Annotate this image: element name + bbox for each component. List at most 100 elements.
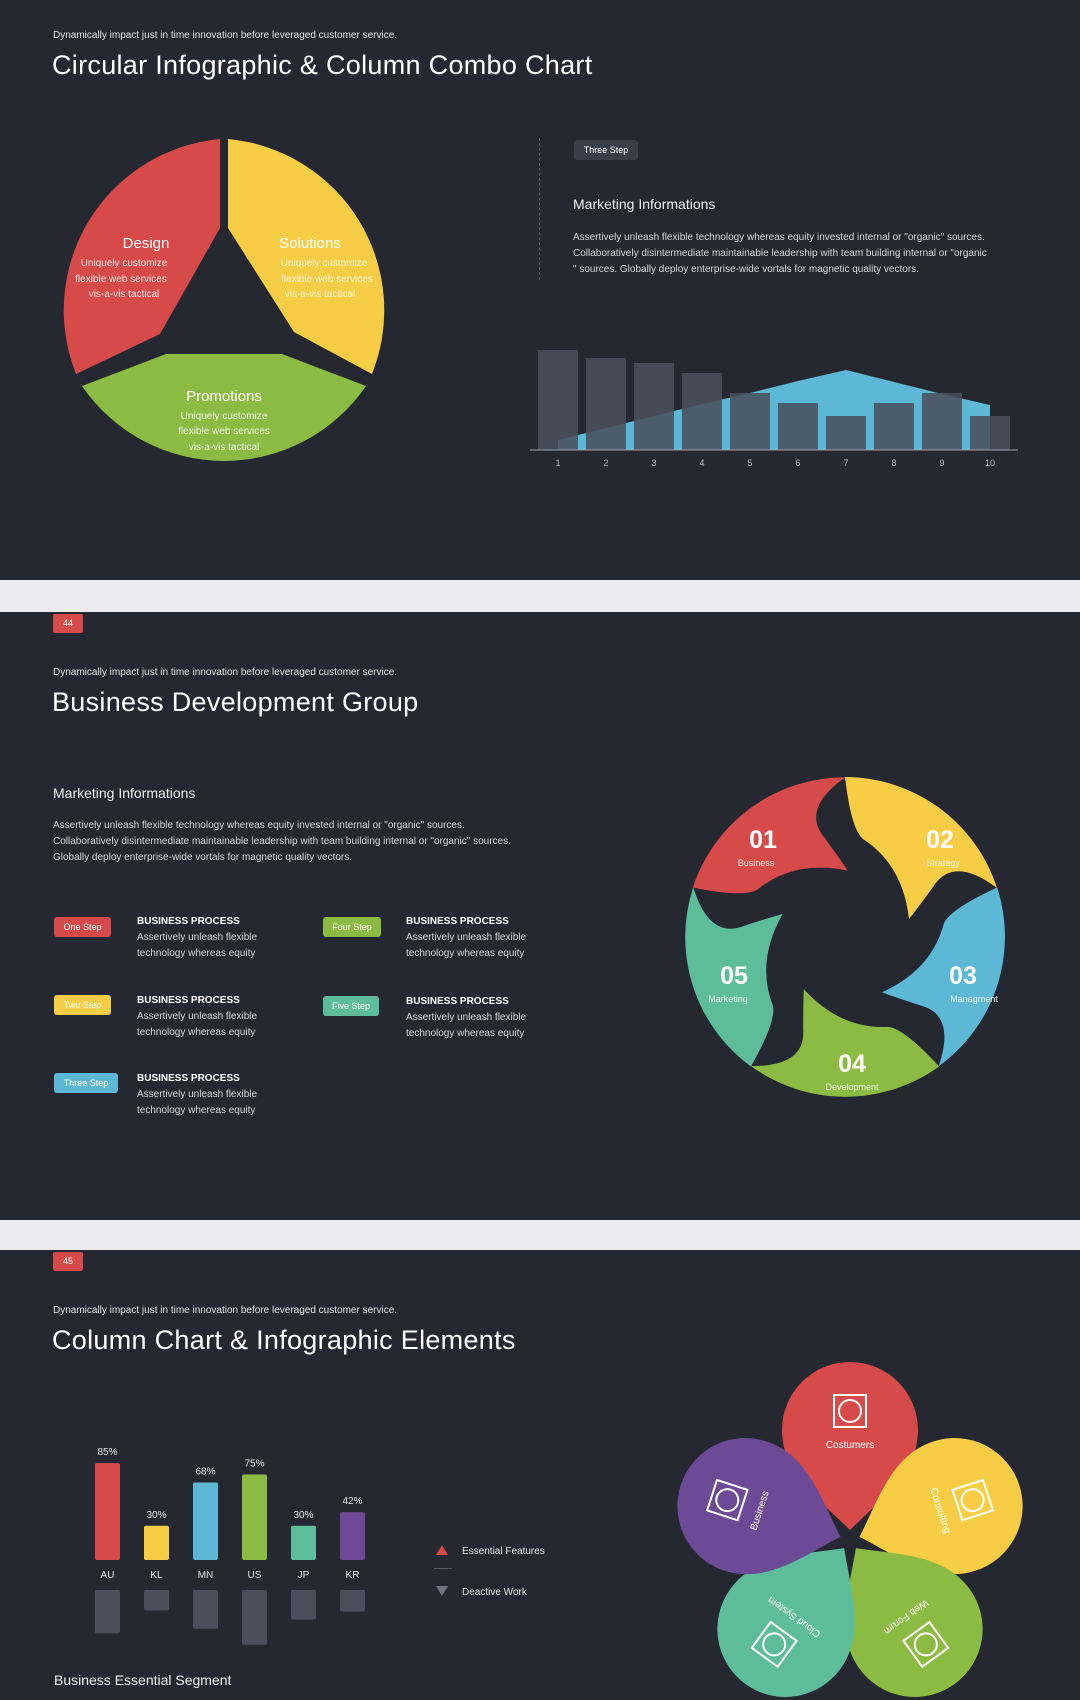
tick-label: 9 bbox=[939, 458, 944, 468]
three-step-tag[interactable]: Three Step bbox=[574, 140, 638, 160]
tick-label: 6 bbox=[795, 458, 800, 468]
bar-7 bbox=[826, 416, 866, 450]
slide-title: Business Development Group bbox=[52, 687, 419, 717]
mirror-bar-US bbox=[242, 1590, 267, 1645]
process-line: technology whereas equity bbox=[406, 948, 525, 959]
cycle-segment-05[interactable] bbox=[660, 862, 834, 1067]
process-title: BUSINESS PROCESS bbox=[406, 996, 509, 1007]
marketing-paragraph: Assertively unleash flexible technology … bbox=[573, 230, 1033, 278]
petal-cloud-system[interactable] bbox=[690, 1508, 899, 1700]
bar-JP bbox=[291, 1525, 316, 1560]
triangle-up-icon bbox=[436, 1545, 448, 1555]
category-label: AU bbox=[101, 1570, 115, 1581]
cycle-segment-01[interactable] bbox=[692, 767, 875, 931]
process-title: BUSINESS PROCESS bbox=[137, 1073, 240, 1084]
tick-label: 2 bbox=[603, 458, 608, 468]
solutions-line-2: flexible web services bbox=[281, 274, 373, 285]
cycle-number-05: 05 bbox=[720, 962, 748, 990]
cycle-number-02: 02 bbox=[926, 826, 954, 854]
tick-label: 10 bbox=[985, 458, 995, 468]
process-line: Assertively unleash flexible bbox=[406, 1012, 527, 1023]
legend-up-label: Essential Features bbox=[462, 1546, 545, 1557]
category-label: JP bbox=[298, 1570, 310, 1581]
petal-business[interactable] bbox=[660, 1420, 862, 1601]
solutions-line-1: Uniquely customize bbox=[281, 258, 368, 269]
promotions-line-2: flexible web services bbox=[178, 426, 270, 437]
paragraph-line: " sources. Globally deploy enterprise-wi… bbox=[573, 264, 919, 275]
cycle-label-04: Development bbox=[825, 1082, 879, 1092]
value-label: 75% bbox=[244, 1459, 264, 1470]
bar-9 bbox=[922, 393, 962, 450]
design-title: Design bbox=[123, 235, 170, 252]
slide-subtitle: Dynamically impact just in time innovati… bbox=[53, 30, 398, 41]
tick-label: 8 bbox=[891, 458, 896, 468]
step-tag-five[interactable]: Five Step bbox=[323, 996, 379, 1016]
process-block-four: BUSINESS PROCESS Assertively unleash fle… bbox=[406, 914, 526, 962]
step-tag-four[interactable]: Four Step bbox=[323, 917, 381, 937]
solutions-line-3: vis-a-vis tactical bbox=[285, 289, 356, 300]
category-label: KR bbox=[346, 1570, 360, 1581]
tick-label: 7 bbox=[843, 458, 848, 468]
mirror-bar-JP bbox=[291, 1590, 316, 1620]
process-title: BUSINESS PROCESS bbox=[137, 916, 240, 927]
cycle-label-03: Managment bbox=[950, 994, 998, 1004]
category-label: US bbox=[248, 1570, 262, 1581]
process-title: BUSINESS PROCESS bbox=[406, 916, 509, 927]
petal-consulting[interactable] bbox=[838, 1420, 1040, 1601]
legend-down: Deactive Work bbox=[436, 1586, 527, 1598]
process-line: technology whereas equity bbox=[406, 1028, 525, 1039]
design-line-1: Uniquely customize bbox=[81, 258, 168, 269]
bar-3 bbox=[634, 363, 674, 450]
three-segment-circle: Design Uniquely customize flexible web s… bbox=[63, 139, 385, 461]
five-step-cycle: 01 Business 02 Strategy 03 Managment 04 … bbox=[660, 767, 1030, 1127]
step-tag-two[interactable]: Two Step bbox=[54, 995, 111, 1015]
paragraph-line: Collaboratively disintermediate maintain… bbox=[573, 248, 987, 259]
bar-AU bbox=[95, 1463, 120, 1560]
solutions-title: Solutions bbox=[279, 235, 341, 252]
value-label: 30% bbox=[293, 1510, 313, 1521]
process-block-one: BUSINESS PROCESS Assertively unleash fle… bbox=[137, 914, 257, 962]
step-tag-three[interactable]: Three Step bbox=[54, 1073, 118, 1093]
design-line-3: vis-a-vis tactical bbox=[89, 289, 160, 300]
mirror-bar-KL bbox=[144, 1590, 169, 1611]
slide-title: Circular Infographic & Column Combo Char… bbox=[52, 50, 593, 80]
legend-divider bbox=[434, 1568, 452, 1569]
slide-business-development: 44 Dynamically impact just in time innov… bbox=[0, 612, 1080, 1220]
category-label: MN bbox=[198, 1570, 214, 1581]
cycle-segment-02[interactable] bbox=[845, 777, 997, 919]
process-line: Assertively unleash flexible bbox=[406, 932, 527, 943]
paragraph-line: Collaboratively disintermediate maintain… bbox=[53, 836, 511, 847]
process-block-three: BUSINESS PROCESS Assertively unleash fle… bbox=[137, 1071, 257, 1119]
category-label: KL bbox=[150, 1570, 163, 1581]
slide-title: Column Chart & Infographic Elements bbox=[52, 1325, 516, 1355]
process-line: Assertively unleash flexible bbox=[137, 932, 258, 943]
pie-segment-design[interactable] bbox=[63, 139, 220, 374]
bar-5 bbox=[730, 393, 770, 450]
paragraph-line: Globally deploy enterprise-wide vortals … bbox=[53, 852, 353, 863]
bar-8 bbox=[874, 403, 914, 450]
bar-MN bbox=[193, 1482, 218, 1560]
cycle-number-01: 01 bbox=[749, 826, 777, 854]
cycle-segment-03[interactable] bbox=[862, 887, 1030, 1076]
step-tag-one[interactable]: One Step bbox=[54, 917, 111, 937]
process-line: Assertively unleash flexible bbox=[137, 1089, 258, 1100]
cycle-label-01: Business bbox=[738, 858, 775, 868]
bar-US bbox=[242, 1474, 267, 1560]
petal-web-forum[interactable] bbox=[801, 1508, 1010, 1700]
promotions-line-3: vis-a-vis tactical bbox=[189, 442, 260, 453]
slide-subtitle: Dynamically impact just in time innovati… bbox=[53, 1305, 398, 1316]
cycle-segment-04[interactable] bbox=[733, 952, 940, 1127]
paragraph-line: Assertively unleash flexible technology … bbox=[573, 232, 985, 243]
process-line: technology whereas equity bbox=[137, 1027, 256, 1038]
value-label: 85% bbox=[97, 1447, 117, 1458]
tick-label: 4 bbox=[699, 458, 704, 468]
bar-10 bbox=[970, 416, 1010, 450]
petal-label-costumers: Costumers bbox=[826, 1440, 874, 1451]
pie-segment-promotions[interactable] bbox=[82, 354, 366, 461]
bar-2 bbox=[586, 358, 626, 450]
pie-segment-solutions[interactable] bbox=[228, 139, 385, 374]
process-block-five: BUSINESS PROCESS Assertively unleash fle… bbox=[406, 994, 526, 1042]
marketing-paragraph: Assertively unleash flexible technology … bbox=[53, 818, 573, 866]
column-combo-chart: 1 2 3 4 5 6 7 8 9 10 bbox=[530, 350, 1018, 468]
tick-label: 3 bbox=[651, 458, 656, 468]
